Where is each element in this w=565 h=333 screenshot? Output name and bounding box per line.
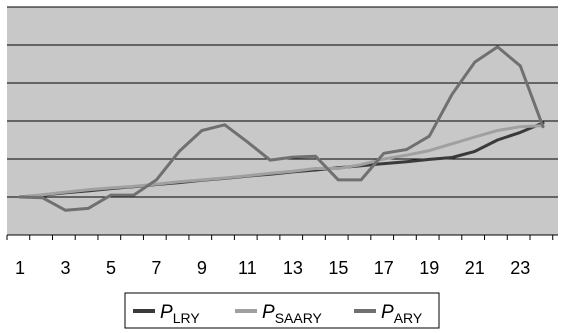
legend-items: PLRY PSAARY PARY [133, 302, 423, 326]
x-tick-label: 1 [15, 258, 25, 278]
x-tick-label: 9 [197, 258, 207, 278]
legend-label-subscript: SAARY [275, 310, 323, 326]
legend-label-subscript: LRY [173, 310, 201, 326]
x-tick-label: 15 [328, 258, 348, 278]
legend: PLRY PSAARY PARY [124, 292, 440, 329]
series-line-ary [18, 45, 545, 212]
legend-label: PLRY [160, 302, 200, 326]
legend-label-base: P [381, 302, 394, 323]
x-tick-label: 19 [419, 258, 439, 278]
x-tick-label: 21 [465, 258, 485, 278]
legend-item-lry: PLRY [133, 302, 200, 326]
legend-label: PARY [381, 302, 423, 326]
legend-label: PSAARY [262, 302, 323, 326]
x-tick-label: 13 [283, 258, 303, 278]
x-axis [6, 234, 558, 240]
x-tick-label: 7 [151, 258, 161, 278]
series-group [18, 45, 545, 212]
x-tick-label: 23 [510, 258, 530, 278]
legend-item-saary: PSAARY [235, 302, 323, 326]
x-tick-label: 11 [238, 258, 257, 278]
x-tick-label: 17 [374, 258, 394, 278]
legend-item-ary: PARY [354, 302, 423, 326]
series-line-saary [18, 124, 545, 199]
x-tick-labels: 1 3 5 7 9 11 13 15 17 19 21 23 [15, 258, 530, 278]
legend-box [124, 292, 440, 329]
legend-label-subscript: ARY [394, 310, 423, 326]
legend-label-base: P [160, 302, 173, 323]
legend-label-base: P [262, 302, 275, 323]
x-tick-label: 5 [106, 258, 116, 278]
x-tick-label: 3 [60, 258, 70, 278]
